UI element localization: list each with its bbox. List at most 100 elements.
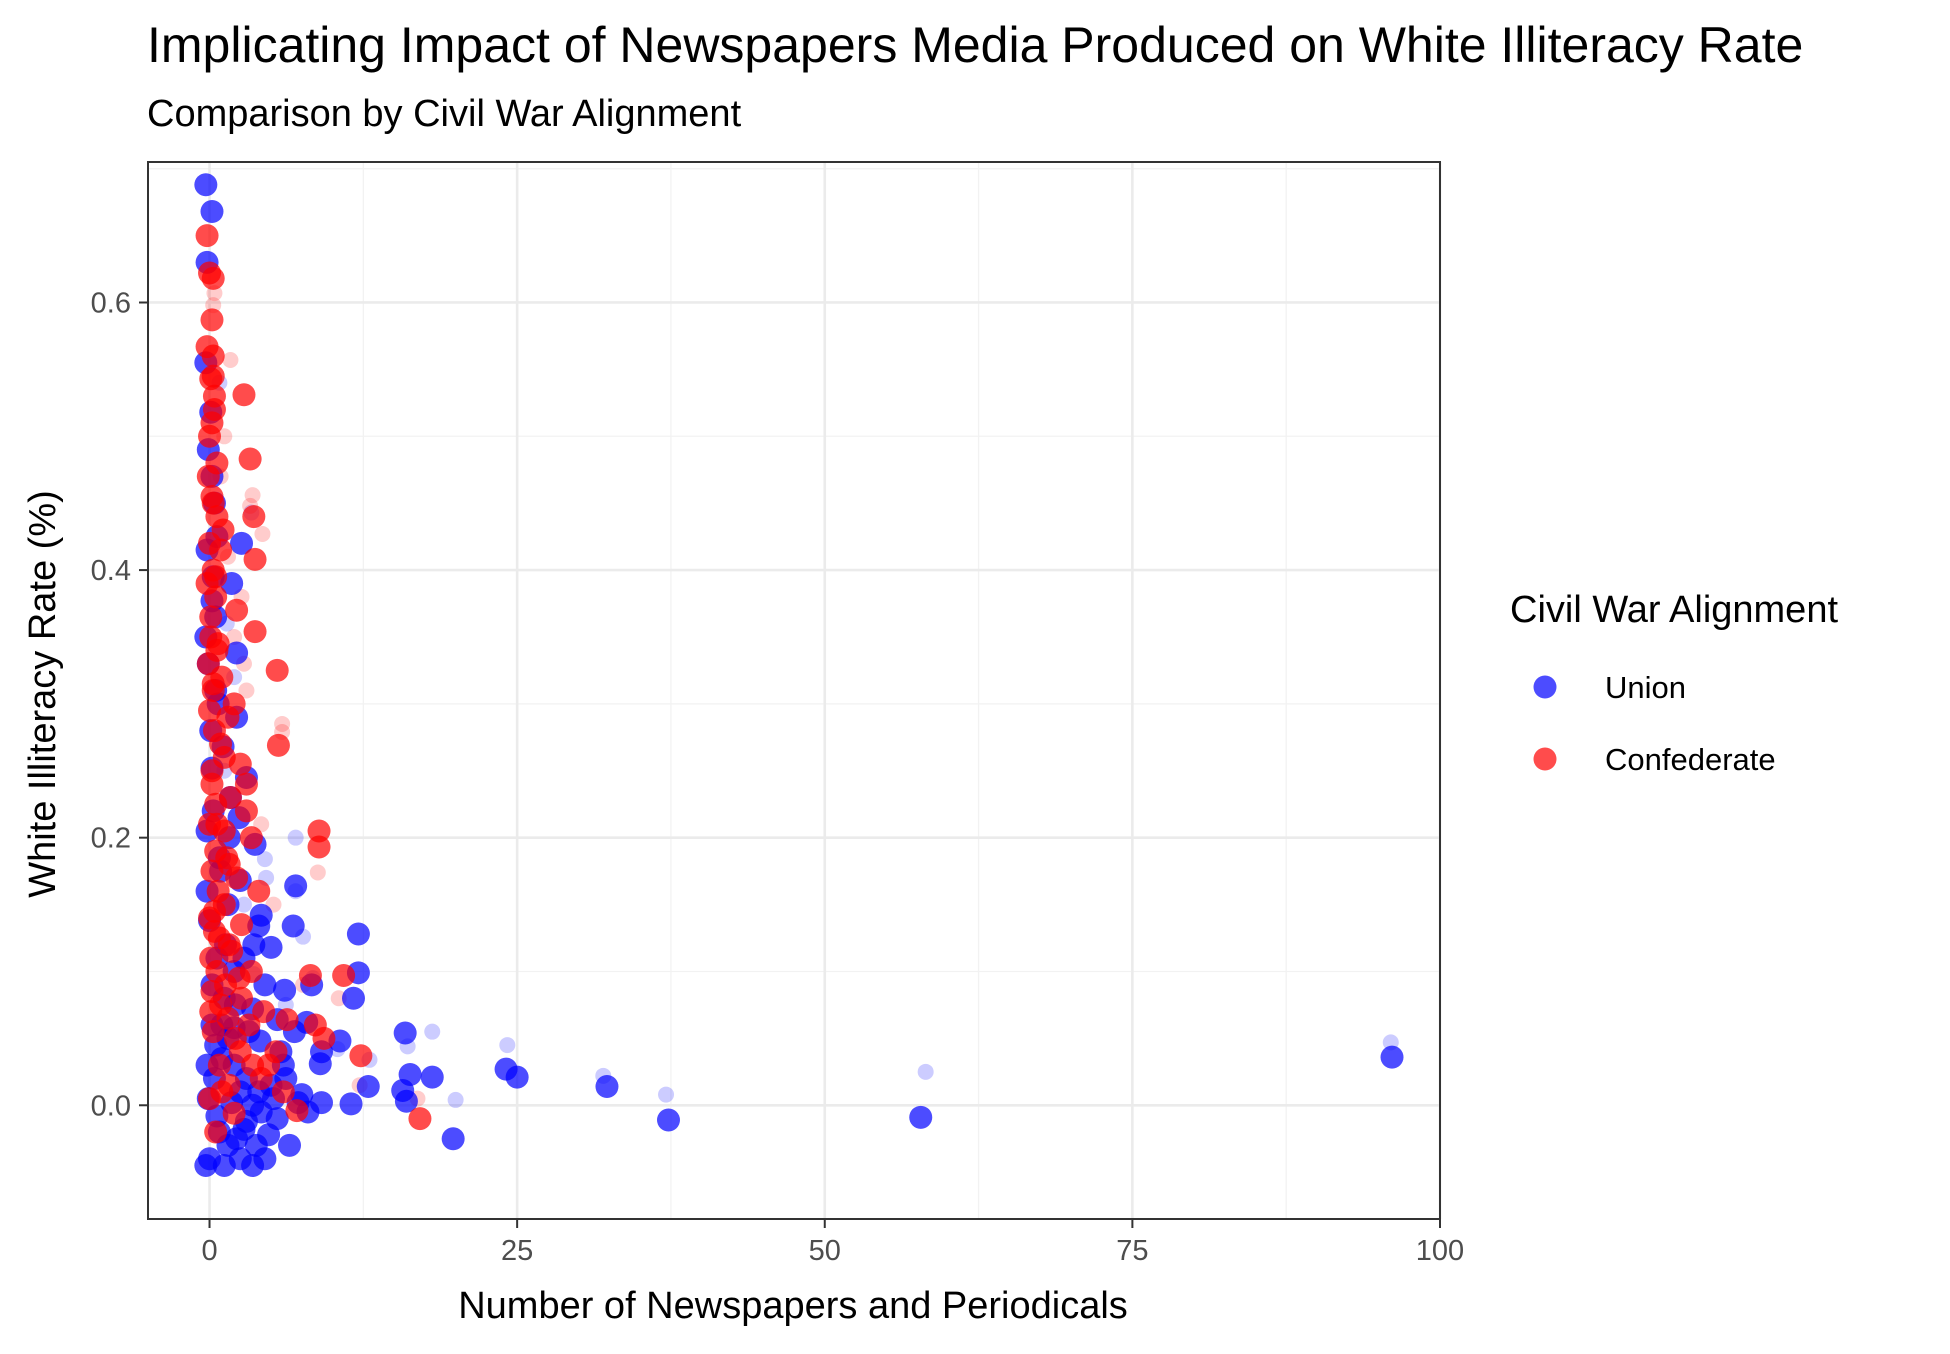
point-union xyxy=(393,1021,417,1045)
point-union xyxy=(200,200,224,224)
point-union xyxy=(225,641,249,665)
point-confederate xyxy=(242,505,266,529)
point-confederate xyxy=(204,792,228,816)
panel-border xyxy=(147,161,1441,1220)
point-faint-confederate xyxy=(274,715,291,732)
point-union xyxy=(194,1153,218,1177)
legend-item-confederate: Confederate xyxy=(1533,742,1776,777)
point-confederate xyxy=(216,1006,240,1030)
point-confederate xyxy=(232,383,256,407)
legend-title: Civil War Alignment xyxy=(1510,589,1838,631)
point-confederate xyxy=(332,963,356,987)
point-union xyxy=(308,1052,332,1076)
point-confederate xyxy=(201,364,225,388)
point-confederate xyxy=(298,963,322,987)
legend-label-union: Union xyxy=(1605,670,1686,705)
point-faint-confederate xyxy=(309,864,326,881)
point-faint-union xyxy=(424,1023,441,1040)
point-union xyxy=(339,1092,363,1116)
point-confederate xyxy=(201,266,225,290)
point-confederate xyxy=(206,632,230,656)
point-confederate xyxy=(204,565,228,589)
point-union xyxy=(230,531,254,555)
point-confederate xyxy=(271,1080,295,1104)
point-union xyxy=(394,1089,418,1113)
point-union xyxy=(212,1153,236,1177)
point-union xyxy=(284,874,308,898)
point-confederate xyxy=(199,1000,223,1024)
point-faint-confederate xyxy=(254,525,271,542)
point-confederate xyxy=(307,835,331,859)
point-union xyxy=(247,914,271,938)
point-confederate xyxy=(238,447,262,471)
point-confederate xyxy=(205,812,229,836)
x-tick-label: 0 xyxy=(201,1235,217,1267)
point-confederate xyxy=(220,939,244,963)
point-faint-confederate xyxy=(244,487,261,504)
point-confederate xyxy=(230,913,254,937)
point-confederate xyxy=(210,1080,234,1104)
point-confederate xyxy=(207,1053,231,1077)
x-axis-label: Number of Newspapers and Periodicals xyxy=(458,1285,1128,1327)
point-confederate xyxy=(257,1053,281,1077)
point-confederate xyxy=(200,308,224,332)
point-union xyxy=(281,914,305,938)
point-union xyxy=(420,1065,444,1089)
x-tick-label: 75 xyxy=(1116,1235,1148,1267)
point-confederate xyxy=(202,384,226,408)
point-faint-union xyxy=(287,829,304,846)
point-faint-confederate xyxy=(238,682,255,699)
chart-subtitle: Comparison by Civil War Alignment xyxy=(147,93,742,135)
point-faint-union xyxy=(658,1086,675,1103)
point-union xyxy=(909,1105,933,1129)
point-confederate xyxy=(225,598,249,622)
point-confederate xyxy=(202,899,226,923)
point-union xyxy=(341,986,365,1010)
point-confederate xyxy=(201,344,225,368)
point-union xyxy=(595,1075,619,1099)
point-confederate xyxy=(225,866,249,890)
x-tick-label: 25 xyxy=(501,1235,533,1267)
point-confederate xyxy=(201,672,225,696)
y-tick-label: 0.2 xyxy=(91,823,131,855)
x-tick-label: 50 xyxy=(809,1235,841,1267)
point-confederate xyxy=(199,605,223,629)
data-points xyxy=(194,173,1404,1177)
plot-panel xyxy=(148,162,1440,1219)
point-confederate xyxy=(230,986,254,1010)
axes: 0 25 50 75 100 0.0 0.2 0.4 0.6 xyxy=(91,161,1464,1267)
y-tick-label: 0.0 xyxy=(91,1090,131,1122)
point-confederate xyxy=(247,879,271,903)
point-union xyxy=(1380,1045,1404,1069)
point-confederate xyxy=(215,846,239,870)
point-faint-union xyxy=(499,1037,516,1054)
point-faint-confederate xyxy=(226,628,243,645)
point-union xyxy=(346,922,370,946)
point-confederate xyxy=(234,799,258,823)
point-union xyxy=(259,935,283,959)
point-faint-union xyxy=(256,851,273,868)
point-confederate xyxy=(204,1120,228,1144)
point-confederate xyxy=(408,1107,432,1131)
point-confederate xyxy=(227,966,251,990)
legend-key-union xyxy=(1533,675,1557,699)
point-faint-confederate xyxy=(222,352,239,369)
point-union xyxy=(278,1133,302,1157)
point-confederate xyxy=(228,1040,252,1064)
panel-background xyxy=(148,162,1440,1219)
legend-key-confederate xyxy=(1533,747,1557,771)
point-confederate xyxy=(209,538,233,562)
point-confederate xyxy=(349,1044,373,1068)
point-confederate xyxy=(205,451,229,475)
legend-item-union: Union xyxy=(1533,670,1686,705)
point-confederate xyxy=(243,547,267,571)
chart-title: Implicating Impact of Newspapers Media P… xyxy=(147,17,1803,73)
point-confederate xyxy=(243,620,267,644)
point-confederate xyxy=(204,585,228,609)
point-confederate xyxy=(195,224,219,248)
point-confederate xyxy=(307,819,331,843)
point-union xyxy=(356,1075,380,1099)
point-confederate xyxy=(201,491,225,515)
